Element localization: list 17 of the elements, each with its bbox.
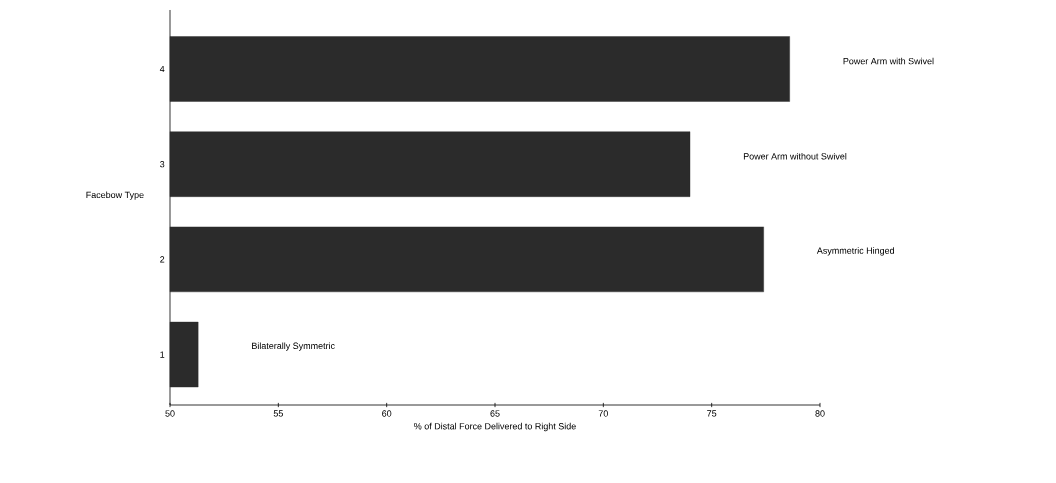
- x-tick-label: 50: [165, 410, 175, 417]
- x-tick-label: 75: [707, 410, 717, 417]
- x-tick-label: 80: [815, 410, 825, 417]
- annotation: Bilaterally Symmetric: [252, 342, 335, 351]
- text: Power Arm with Swivel: [843, 57, 934, 65]
- y-tick-label: 1: [160, 351, 165, 358]
- y-tick-label: 3: [160, 161, 165, 168]
- x-axis-title: % of Distal Force Delivered to Right Side: [414, 422, 576, 432]
- annotation: Asymmetric Hinged: [816, 247, 894, 256]
- x-tick-label: 60: [382, 410, 392, 417]
- y-tick-label: 2: [160, 256, 165, 263]
- y-axis-title: Facebow Type: [86, 191, 144, 200]
- x-tick-label: 65: [490, 410, 500, 417]
- y-tick-label: 4: [159, 65, 165, 73]
- x-tick-label: 55: [273, 410, 283, 417]
- annotation: Power Arm without Swivel: [743, 152, 847, 160]
- x-tick-label: 70: [598, 410, 608, 417]
